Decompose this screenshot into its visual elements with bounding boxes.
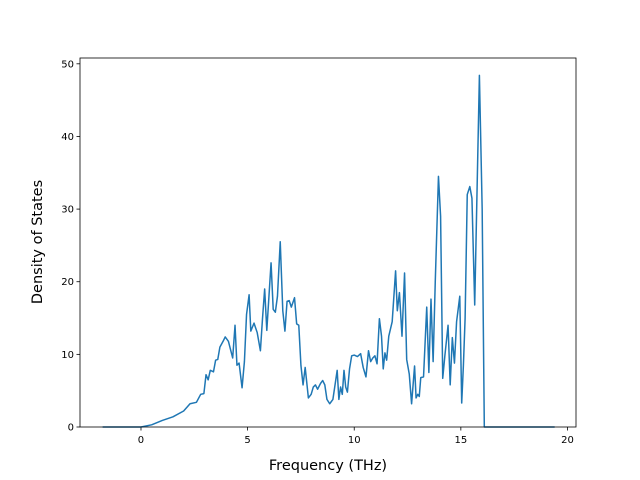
x-tick-label: 0 (138, 435, 144, 446)
x-tick-label: 20 (561, 435, 574, 446)
x-tick-label: 15 (454, 435, 467, 446)
y-tick-label: 40 (61, 132, 74, 143)
x-axis-label: Frequency (THz) (269, 458, 387, 474)
plot-frame (79, 57, 577, 428)
y-tick-label: 50 (61, 59, 74, 70)
y-tick-label: 0 (68, 423, 74, 434)
x-tick-label: 10 (348, 435, 361, 446)
y-tick-label: 10 (61, 350, 74, 361)
y-axis-label: Density of States (30, 180, 46, 304)
y-tick-label: 30 (61, 205, 74, 216)
x-tick-label: 5 (244, 435, 250, 446)
line-series (102, 74, 555, 428)
y-tick-label: 20 (61, 277, 74, 288)
